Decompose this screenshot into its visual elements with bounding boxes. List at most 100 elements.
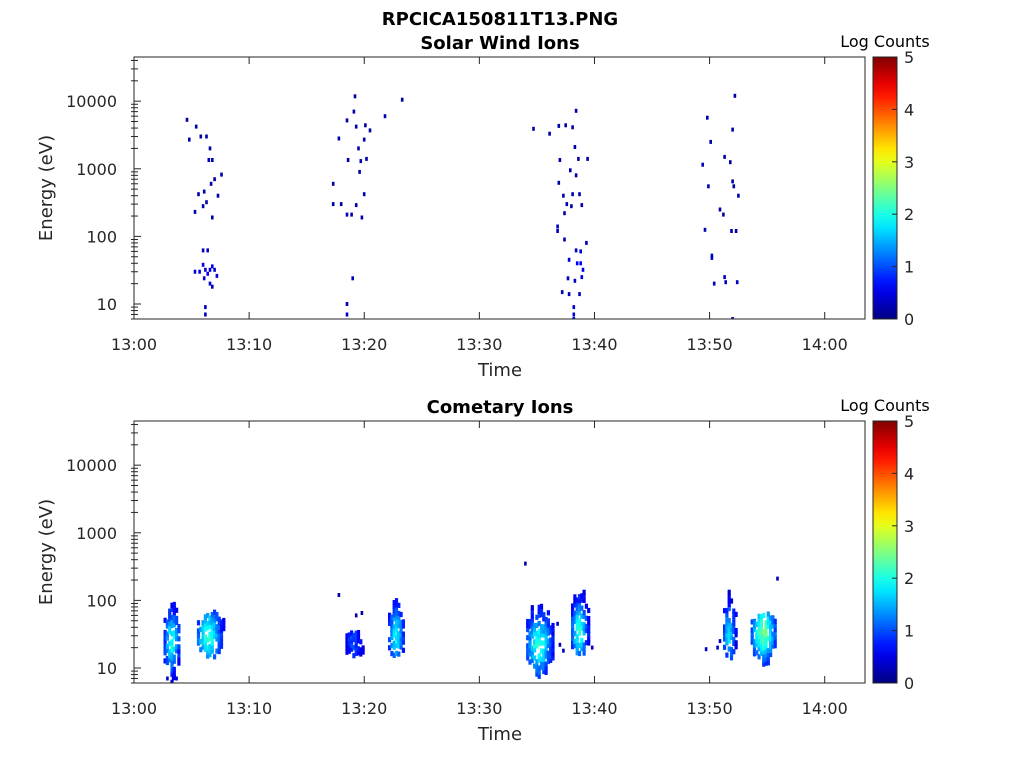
heatmap-cell <box>172 646 176 652</box>
heatmap-cell <box>544 637 548 643</box>
heatmap-cell <box>578 292 581 297</box>
heatmap-cell <box>752 651 757 657</box>
heatmap-cell <box>356 646 361 652</box>
heatmap-cell <box>732 649 736 655</box>
heatmap-cell <box>766 623 770 629</box>
heatmap-cell <box>394 598 399 604</box>
heatmap-cell <box>764 628 768 634</box>
heatmap-cell <box>769 643 773 649</box>
heatmap-cell <box>729 598 734 604</box>
heatmap-cell <box>172 658 176 664</box>
heatmap-cell <box>356 630 361 636</box>
heatmap-cell <box>566 276 570 281</box>
heatmap-cell <box>727 638 731 644</box>
heatmap-cell <box>170 667 174 673</box>
heatmap-cell <box>544 645 548 651</box>
cometary-ions-y-axis: 10 100 1000 10000 <box>66 423 141 684</box>
heatmap-cell <box>546 626 550 632</box>
heatmap-cell <box>573 610 577 616</box>
heatmap-cell <box>163 658 167 664</box>
heatmap-cell <box>345 637 349 643</box>
cometary-ions-y-label: Energy (eV) <box>36 499 57 605</box>
heatmap-cell <box>394 622 399 628</box>
heatmap-cell <box>731 317 734 319</box>
heatmap-cell <box>217 616 221 622</box>
heatmap-cell <box>345 118 349 123</box>
heatmap-cell <box>750 635 754 641</box>
heatmap-cell <box>549 645 553 651</box>
heatmap-cell <box>539 624 544 630</box>
heatmap-cell <box>533 663 537 669</box>
heatmap-cell <box>194 124 198 129</box>
heatmap-cell <box>729 622 734 628</box>
heatmap-cell <box>217 632 221 638</box>
heatmap-cell <box>766 652 770 658</box>
heatmap-cell <box>734 640 738 646</box>
heatmap-cell <box>571 619 575 625</box>
heatmap-cell <box>206 653 210 659</box>
heatmap-cell <box>397 643 401 649</box>
heatmap-cell <box>587 620 591 626</box>
heatmap-cell <box>544 629 548 635</box>
heatmap-cell <box>170 651 174 657</box>
heatmap-cell <box>544 669 548 675</box>
colorbar-gradient <box>872 56 898 320</box>
heatmap-cell <box>401 647 405 653</box>
y-tick-label: 10 <box>97 659 117 678</box>
heatmap-cell <box>339 202 343 207</box>
heatmap-cell <box>750 627 754 633</box>
heatmap-cell <box>210 620 214 626</box>
heatmap-cell <box>542 640 546 646</box>
heatmap-cell <box>394 602 399 608</box>
heatmap-cell <box>575 625 579 631</box>
heatmap-cell <box>580 275 584 280</box>
heatmap-cell <box>196 620 201 626</box>
heatmap-cell <box>392 604 396 610</box>
heatmap-cell <box>771 643 775 649</box>
x-tick-label: 13:50 <box>687 335 733 354</box>
heatmap-cell <box>532 126 535 131</box>
heatmap-cell <box>209 181 213 186</box>
heatmap-cell <box>170 643 174 649</box>
heatmap-cell <box>168 657 172 663</box>
heatmap-cell <box>203 622 207 628</box>
colorbar-gradient <box>872 420 898 684</box>
heatmap-cell <box>564 123 567 128</box>
heatmap-cell <box>173 683 176 688</box>
heatmap-cell <box>205 200 208 205</box>
heatmap-cell <box>222 617 226 624</box>
heatmap-cell <box>573 614 577 620</box>
heatmap-cell <box>764 660 768 666</box>
heatmap-cell <box>725 607 729 614</box>
heatmap-cell <box>732 636 736 643</box>
heatmap-cell <box>392 608 396 614</box>
heatmap-cell <box>573 618 577 624</box>
heatmap-cell <box>397 639 401 645</box>
heatmap-cell <box>773 643 777 649</box>
heatmap-cell <box>769 651 773 658</box>
heatmap-cell <box>575 646 579 652</box>
heatmap-cell <box>352 653 356 659</box>
heatmap-cell <box>572 312 576 317</box>
heatmap-cell <box>354 203 358 208</box>
heatmap-cell <box>356 650 361 656</box>
heatmap-cell <box>208 631 212 637</box>
heatmap-cell <box>163 642 167 648</box>
heatmap-cell <box>732 624 736 630</box>
heatmap-cell <box>727 626 731 632</box>
heatmap-cell <box>587 628 591 634</box>
heatmap-cell <box>773 622 777 628</box>
heatmap-cell <box>210 648 214 654</box>
heatmap-cell <box>549 625 553 631</box>
heatmap-cell <box>577 622 582 628</box>
heatmap-cell <box>755 650 759 656</box>
heatmap-cell <box>577 630 582 636</box>
heatmap-cell <box>542 660 546 666</box>
heatmap-cell <box>399 624 403 630</box>
heatmap-cell <box>170 639 174 645</box>
heatmap-cell <box>215 616 219 622</box>
heatmap-cell <box>201 204 205 209</box>
heatmap-cell <box>331 181 335 186</box>
cometary-ions-x-label: Time <box>477 724 522 745</box>
heatmap-cell <box>526 635 530 641</box>
